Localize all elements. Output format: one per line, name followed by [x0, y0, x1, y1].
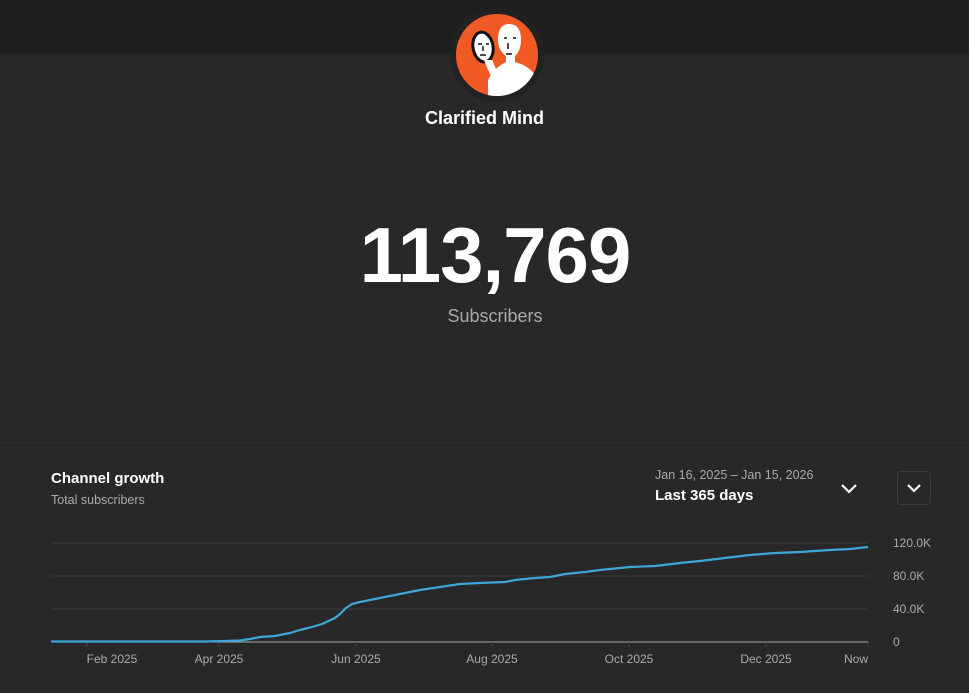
- chevron-down-icon: [907, 484, 921, 493]
- channel-name: Clarified Mind: [424, 108, 544, 128]
- x-tick-feb-2025: Feb 2025: [86, 652, 138, 666]
- date-range-text: Jan 16, 2025 – Jan 15, 2026: [655, 468, 814, 482]
- subscriber-line: [51, 545, 869, 643]
- channel-avatar-icon: [456, 14, 538, 96]
- x-tick-marks: [86, 642, 869, 647]
- x-tick-now: Now: [843, 652, 869, 666]
- subscriber-label: Subscribers: [447, 306, 543, 326]
- chevron-down-icon: [841, 484, 857, 494]
- y-tick-0: 0: [893, 635, 900, 649]
- x-tick-dec-2025: Dec 2025: [740, 652, 792, 666]
- growth-chart[interactable]: [0, 530, 969, 680]
- x-tick-oct-2025: Oct 2025: [604, 652, 654, 666]
- date-range-dropdown[interactable]: [838, 479, 860, 499]
- grid-lines: [51, 542, 868, 643]
- x-tick-aug-2025: Aug 2025: [466, 652, 518, 666]
- channel-growth-panel: [0, 446, 969, 693]
- x-tick-apr-2025: Apr 2025: [194, 652, 244, 666]
- section-divider: [0, 445, 969, 446]
- x-tick-jun-2025: Jun 2025: [331, 652, 381, 666]
- expand-button[interactable]: [897, 471, 931, 505]
- growth-title: Channel growth: [51, 470, 165, 487]
- growth-subtitle: Total subscribers: [51, 493, 145, 507]
- channel-avatar[interactable]: [456, 14, 538, 96]
- y-tick-40k: 40.0K: [893, 602, 925, 616]
- y-tick-120k: 120.0K: [893, 536, 932, 550]
- subscriber-count: 113,769: [359, 211, 632, 299]
- date-range-label[interactable]: Last 365 days: [655, 487, 754, 504]
- y-tick-80k: 80.0K: [893, 569, 925, 583]
